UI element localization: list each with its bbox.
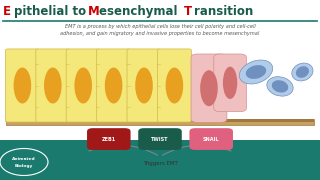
Ellipse shape	[223, 67, 237, 99]
Ellipse shape	[44, 68, 61, 104]
FancyBboxPatch shape	[66, 49, 100, 122]
FancyBboxPatch shape	[5, 49, 39, 122]
Text: Biology: Biology	[15, 164, 33, 168]
FancyBboxPatch shape	[0, 0, 320, 140]
Text: pithelial to: pithelial to	[14, 5, 90, 18]
Text: T: T	[184, 5, 192, 18]
FancyBboxPatch shape	[97, 49, 131, 122]
Circle shape	[0, 148, 48, 176]
Ellipse shape	[296, 66, 309, 78]
Text: TWIST: TWIST	[151, 137, 169, 141]
Text: Animated: Animated	[12, 157, 36, 161]
Ellipse shape	[200, 70, 218, 106]
Text: M: M	[88, 5, 100, 18]
Text: SNAIL: SNAIL	[203, 137, 220, 141]
Ellipse shape	[292, 63, 313, 81]
Ellipse shape	[166, 68, 183, 104]
FancyBboxPatch shape	[6, 119, 314, 125]
Ellipse shape	[135, 68, 153, 104]
Text: Triggers EMT: Triggers EMT	[143, 161, 177, 166]
Ellipse shape	[75, 68, 92, 104]
Text: E: E	[3, 5, 11, 18]
FancyBboxPatch shape	[87, 128, 131, 150]
Ellipse shape	[14, 68, 31, 104]
Text: ZEB1: ZEB1	[102, 137, 116, 141]
Text: esenchymal: esenchymal	[99, 5, 181, 18]
Ellipse shape	[239, 60, 273, 84]
FancyBboxPatch shape	[191, 54, 227, 122]
FancyBboxPatch shape	[36, 49, 70, 122]
Ellipse shape	[267, 77, 293, 96]
Ellipse shape	[105, 68, 123, 104]
FancyBboxPatch shape	[138, 128, 182, 150]
FancyBboxPatch shape	[157, 49, 191, 122]
Text: EMT is a process by which epithelial cells lose their cell polarity and cell-cel: EMT is a process by which epithelial cel…	[60, 24, 260, 35]
Ellipse shape	[272, 80, 288, 93]
Text: ransition: ransition	[194, 5, 253, 18]
FancyBboxPatch shape	[189, 128, 233, 150]
FancyBboxPatch shape	[6, 119, 314, 122]
FancyBboxPatch shape	[127, 49, 161, 122]
FancyBboxPatch shape	[214, 54, 246, 112]
Ellipse shape	[246, 65, 266, 79]
